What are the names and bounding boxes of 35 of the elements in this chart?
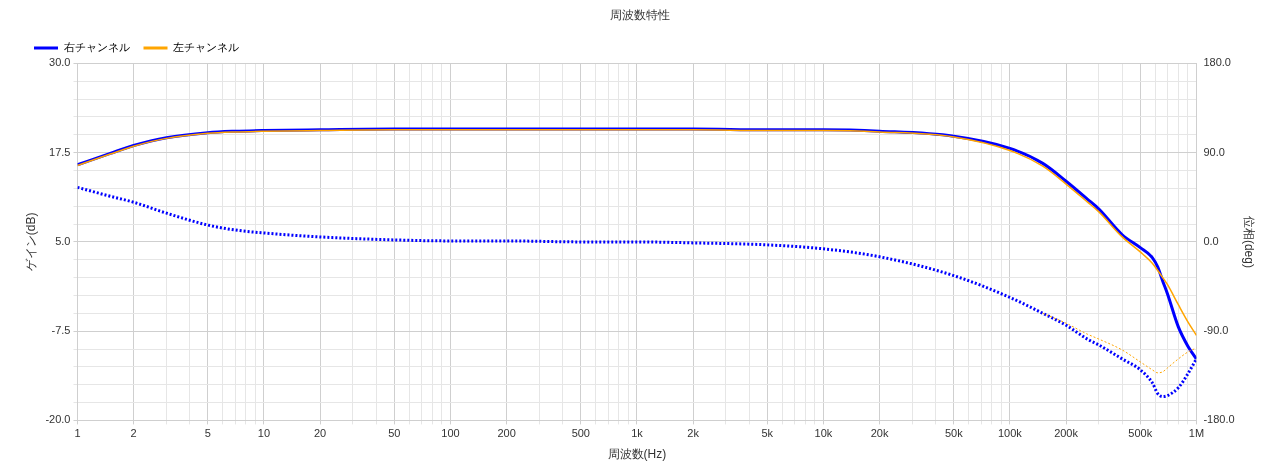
y-axis-title: ゲイン(dB) xyxy=(23,212,38,272)
x-tick-label: 20 xyxy=(313,427,327,440)
chart-title: 周波数特性 xyxy=(610,7,670,22)
y2-tick-label: 90.0 xyxy=(1203,145,1225,158)
x-tick-label: 50k xyxy=(944,427,964,440)
y-tick-label: -20.0 xyxy=(45,413,71,426)
y-tick-label: -7.5 xyxy=(51,324,71,337)
x-tick-label: 1 xyxy=(74,427,81,440)
y-tick-label: 30.0 xyxy=(49,56,71,69)
x-tick-label: 2 xyxy=(130,427,137,440)
x-tick-label: 200 xyxy=(497,427,516,440)
y2-axis-title: 位相(deg) xyxy=(1242,215,1257,268)
y-tick-label: 17.5 xyxy=(49,145,71,158)
y2-tick-label: 0.0 xyxy=(1203,234,1219,247)
x-tick-label: 100k xyxy=(997,427,1023,440)
x-axis-title: 周波数(Hz) xyxy=(607,447,667,462)
x-tick-label: 500k xyxy=(1128,427,1153,440)
y2-tick-label: -90.0 xyxy=(1203,324,1229,337)
y2-tick-label: 180.0 xyxy=(1203,56,1231,69)
y2-tick-label: -180.0 xyxy=(1203,413,1235,426)
x-tick-label: 10 xyxy=(257,427,271,440)
x-tick-label: 200k xyxy=(1054,427,1079,440)
y-tick-label: 5.0 xyxy=(55,234,71,247)
x-tick-label: 50 xyxy=(388,427,401,440)
x-tick-label: 100 xyxy=(441,427,460,440)
x-tick-label: 20k xyxy=(870,427,889,440)
x-tick-label: 5 xyxy=(204,427,211,440)
x-tick-label: 10k xyxy=(814,427,833,440)
x-tick-label: 2k xyxy=(687,427,700,440)
x-tick-label: 1k xyxy=(631,427,644,440)
legend-label: 左チャンネル xyxy=(173,40,239,53)
x-tick-label: 1M xyxy=(1188,427,1205,440)
x-tick-label: 5k xyxy=(761,427,774,440)
legend-label: 右チャンネル xyxy=(63,40,130,53)
x-tick-label: 500 xyxy=(571,427,590,440)
